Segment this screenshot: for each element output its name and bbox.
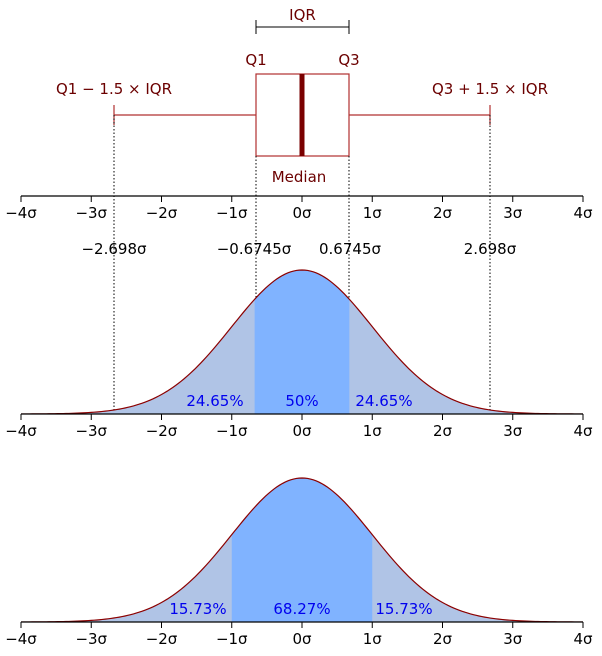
axis-tick-label: 2σ [433,204,453,222]
lower-whisker-label: Q1 − 1.5 × IQR [56,80,172,98]
axis-tick-label: −4σ [5,204,37,222]
marker-label-lower-whisker: −2.698σ [81,240,147,258]
pct-center: 68.27% [273,600,330,618]
axis-tick-label: 4σ [573,630,593,648]
axis-tick-label: 1σ [363,422,383,440]
curve-line [20,477,584,623]
curve-fill-inner [231,478,373,622]
axis-tick-label: −2σ [146,204,178,222]
axis-tick-label: −3σ [75,630,107,648]
axis-tick-label: 0σ [292,422,312,440]
axis-tick-label: −2σ [146,422,178,440]
axis-tick-label: 0σ [292,630,312,648]
axis-tick-label: −2σ [146,630,178,648]
curve-fill-inner [254,270,350,414]
marker-label-upper-whisker: 2.698σ [464,240,517,258]
marker-label-q3: 0.6745σ [319,240,381,258]
pct-left: 24.65% [186,392,243,410]
q3-label: Q3 [338,51,359,69]
marker-labels: −2.698σ −0.6745σ 0.6745σ 2.698σ [81,240,516,258]
pct-right: 24.65% [355,392,412,410]
axis-tick-label: −4σ [5,422,37,440]
axis-tick-label: −1σ [216,422,248,440]
axis-tick-label: −4σ [5,630,37,648]
pct-center: 50% [285,392,318,410]
axis-tick-label: −3σ [75,422,107,440]
axis-tick-label: 0σ [292,204,312,222]
axis-tick-label: 1σ [363,630,383,648]
pct-right: 15.73% [375,600,432,618]
curve-line [20,269,584,415]
axis-tick-label: 2σ [433,630,453,648]
axis-tick-label: 2σ [433,422,453,440]
axis-tick-label: 3σ [503,204,523,222]
axis-tick-label: −3σ [75,204,107,222]
iqr-label: IQR [289,6,316,24]
normal-curve-iqr-panel: 24.65% 50% 24.65% [20,269,584,415]
axis-tick-label: 1σ [363,204,383,222]
upper-whisker-label: Q3 + 1.5 × IQR [432,80,548,98]
normal-curve-sigma-panel: 15.73% 68.27% 15.73% [20,477,584,623]
boxplot: IQR Q1 Q3 Q1 − 1.5 × IQR Q3 + 1.5 × IQR … [56,6,548,186]
bottom-axis: −4σ −3σ −2σ −1σ 0σ 1σ 2σ 3σ 4σ [5,621,593,648]
top-axis: −4σ −3σ −2σ −1σ 0σ 1σ 2σ 3σ 4σ [5,195,593,222]
middle-axis: −4σ −3σ −2σ −1σ 0σ 1σ 2σ 3σ 4σ [5,413,593,440]
axis-tick-label: −1σ [216,630,248,648]
median-label: Median [272,168,327,186]
pct-left: 15.73% [169,600,226,618]
q1-label: Q1 [245,51,266,69]
axis-tick-label: 3σ [503,422,523,440]
axis-tick-label: −1σ [216,204,248,222]
axis-tick-label: 4σ [573,422,593,440]
marker-label-q1: −0.6745σ [217,240,292,258]
axis-tick-label: 3σ [503,630,523,648]
axis-tick-label: 4σ [573,204,593,222]
